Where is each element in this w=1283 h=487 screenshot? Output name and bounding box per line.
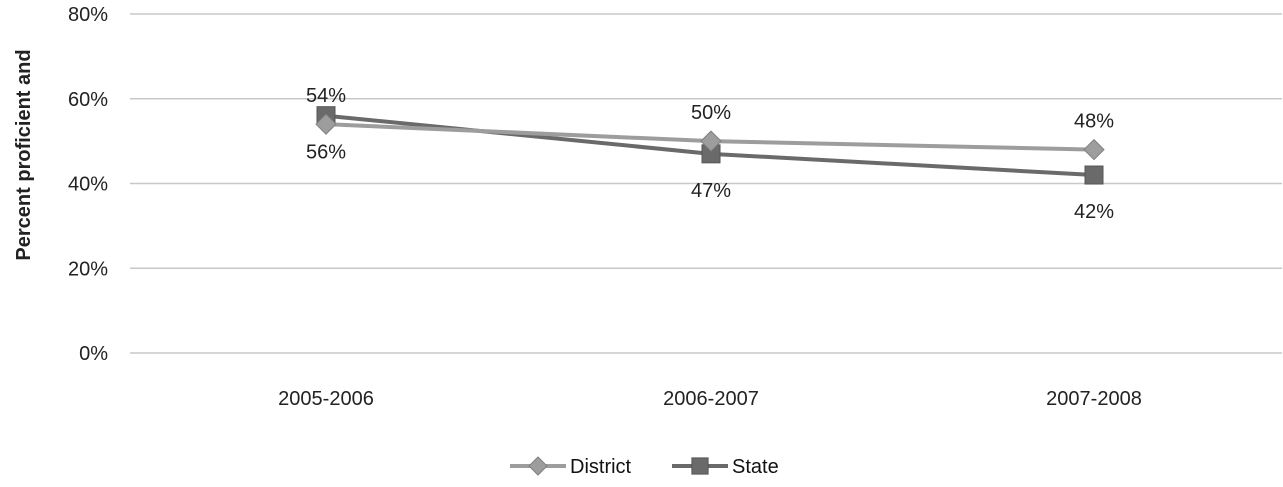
marker-district (700, 130, 722, 152)
y-tick-label: 0% (79, 343, 108, 365)
gridlines (130, 13, 1282, 354)
x-tick-label: 2006-2007 (663, 388, 759, 410)
marker-district (1083, 138, 1105, 161)
data-label-district: 54% (306, 85, 346, 107)
x-tick-label: 2007-2008 (1046, 388, 1142, 410)
y-tick-label: 40% (68, 174, 108, 196)
x-axis-ticks: 2005-2006 2006-2007 2007-2008 (278, 388, 1142, 410)
legend-label-district: District (570, 456, 632, 478)
legend-marker-state (691, 457, 709, 475)
y-tick-label: 20% (68, 258, 108, 280)
y-tick-label: 60% (68, 89, 108, 111)
data-label-district: 50% (691, 102, 731, 124)
marker-district (315, 113, 337, 135)
y-tick-label: 80% (68, 4, 108, 26)
marker-state (1084, 165, 1104, 185)
legend-label-state: State (732, 456, 779, 478)
x-tick-label: 2005-2006 (278, 388, 374, 410)
legend: District State (510, 456, 779, 478)
data-label-district: 48% (1074, 111, 1114, 133)
data-label-state: 56% (306, 142, 346, 164)
data-label-state: 42% (1074, 201, 1114, 223)
series-markers (315, 106, 1105, 185)
legend-marker-district (528, 456, 548, 476)
data-label-state: 47% (691, 180, 731, 202)
y-axis-label: Percent proficient and (13, 49, 35, 260)
y-axis-ticks: 0% 20% 40% 60% 80% (68, 4, 108, 365)
data-labels: 54% 50% 48% 56% 47% 42% (306, 85, 1114, 223)
